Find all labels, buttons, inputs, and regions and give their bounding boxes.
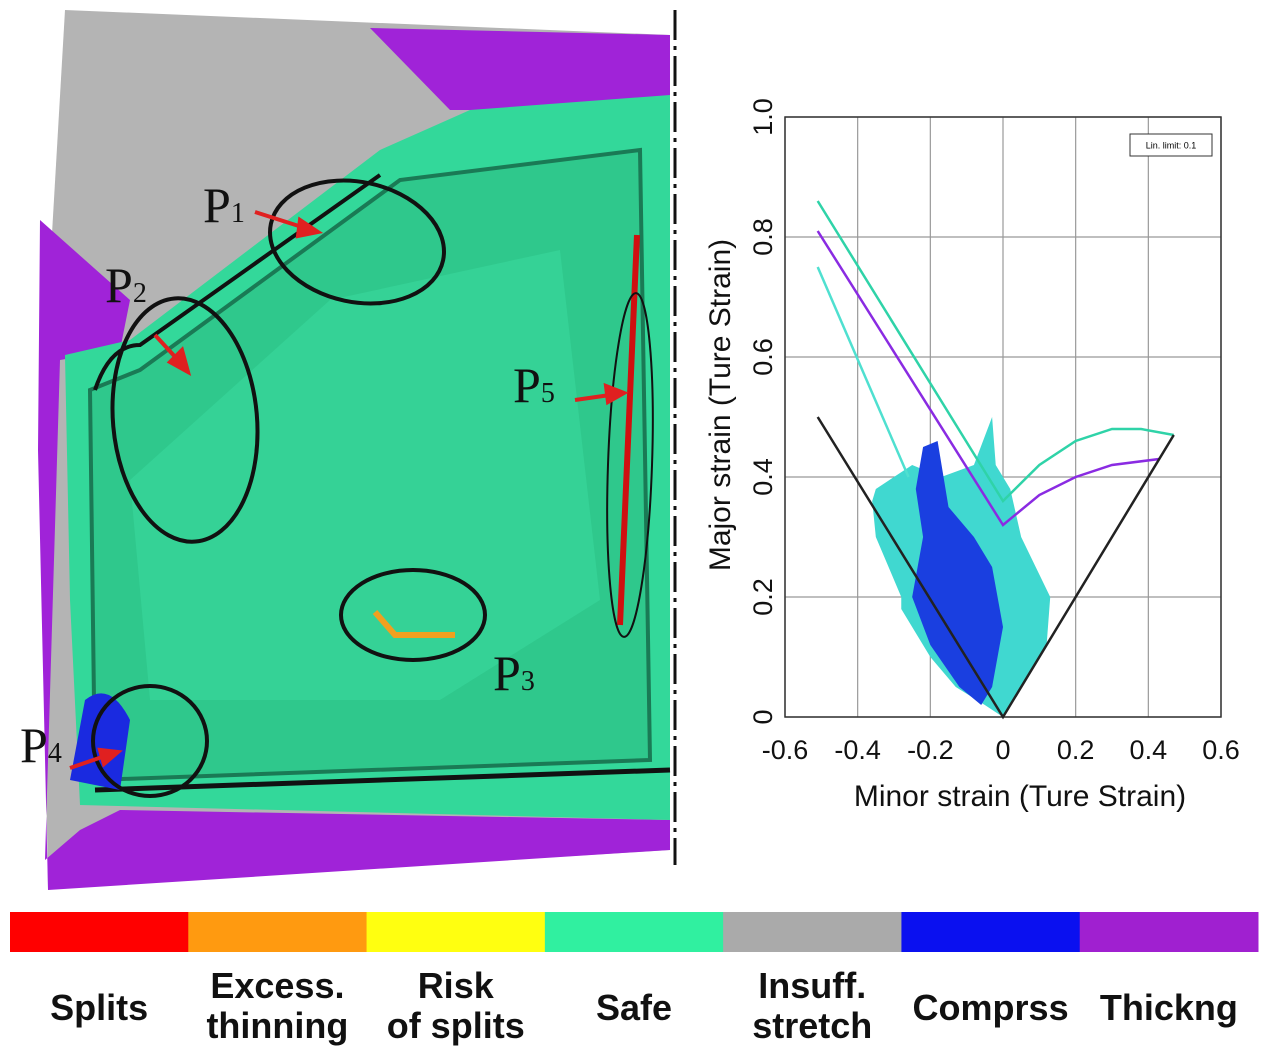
y-axis-title: Major strain (Ture Strain) — [704, 239, 737, 571]
region-label: P2 — [105, 257, 147, 313]
limit-curve — [816, 230, 1160, 527]
legend-swatch — [366, 912, 546, 952]
legend-label: Risk — [418, 965, 495, 1006]
arrows — [69, 210, 629, 770]
legend-swatch — [723, 912, 902, 952]
arrow-head — [295, 216, 324, 239]
arrow-head — [97, 747, 123, 768]
x-tick-label: 0.2 — [1057, 735, 1095, 765]
label-subscript: 5 — [541, 378, 555, 409]
label-letter: P — [105, 257, 133, 313]
x-tick-label: -0.2 — [907, 735, 954, 765]
limit-curve — [816, 266, 910, 478]
limit-curve — [816, 200, 1174, 503]
region-ellipse — [606, 292, 654, 638]
y-tick-label: 0.2 — [748, 578, 778, 616]
door-edge — [93, 173, 382, 391]
arrow-head — [166, 346, 192, 377]
x-tick-label: 0.6 — [1202, 735, 1240, 765]
arrow — [69, 754, 106, 770]
x-axis-title: Minor strain (Ture Strain) — [854, 780, 1186, 813]
label-letter: P — [203, 177, 231, 233]
annotation-box — [1129, 133, 1213, 157]
x-tick-label: 0.4 — [1130, 735, 1168, 765]
legend-swatch — [188, 912, 368, 952]
legend-label: Insuff. — [758, 965, 866, 1006]
y-tick-label: 0 — [748, 709, 778, 724]
strain-cloud — [912, 441, 1003, 705]
y-tick-label: 0.6 — [748, 338, 778, 376]
region-ellipse — [339, 568, 487, 662]
y-tick-label: 0.4 — [748, 458, 778, 496]
legend-label: Comprss — [913, 987, 1069, 1028]
legend-swatch — [1079, 912, 1259, 952]
door-edge — [94, 767, 671, 793]
label-subscript: 2 — [133, 278, 147, 309]
label-letter: P — [493, 645, 521, 701]
region-label: P1 — [203, 177, 245, 233]
legend-swatch — [10, 912, 189, 952]
label-subscript: 3 — [521, 666, 535, 697]
annotation: Lin. limit: 0.1 — [1146, 140, 1197, 150]
limit-curve — [816, 416, 1175, 720]
y-tick-label: 0.8 — [748, 218, 778, 256]
thickening-zone — [370, 28, 670, 110]
legend-label: thinning — [206, 1005, 348, 1046]
region-ellipse — [91, 684, 209, 798]
label-subscript: 1 — [231, 198, 245, 229]
legend-swatch — [901, 912, 1081, 952]
legend-label: Excess. — [210, 965, 344, 1006]
label-subscript: 4 — [48, 738, 62, 769]
arrow-head — [603, 382, 629, 406]
arrow — [574, 393, 611, 402]
forming-limit-diagram: -0.6 -0.4 -0.2 0 0.2 0.4 0.6 0 0.2 0.4 0.6 0.8 1.0 Li… — [704, 98, 1240, 813]
label-letter: P — [20, 717, 48, 773]
x-tick-label: 0 — [995, 735, 1010, 765]
legend-label: Safe — [596, 987, 672, 1028]
region-label: P3 — [493, 645, 535, 701]
thinning-zone — [372, 610, 455, 638]
legend-label: Thickng — [1100, 987, 1238, 1028]
ellipses — [91, 178, 654, 798]
legend-label: of splits — [387, 1005, 525, 1046]
label-letter: P — [513, 357, 541, 413]
arrow — [254, 210, 306, 230]
legend-swatch — [544, 912, 724, 952]
region-label: P5 — [513, 357, 555, 413]
y-tick-label: 1.0 — [748, 98, 778, 136]
region-ellipse — [110, 296, 260, 544]
region-label: P4 — [20, 717, 62, 773]
legend-label: Splits — [50, 987, 148, 1028]
legend-label: stretch — [752, 1005, 872, 1046]
split-zone — [617, 234, 640, 626]
compression-zone — [70, 693, 130, 790]
door-relief — [130, 250, 600, 700]
region-ellipse — [268, 178, 446, 306]
x-tick-label: -0.4 — [834, 735, 881, 765]
thickening-zone — [38, 220, 670, 890]
x-tick-label: -0.6 — [762, 735, 809, 765]
